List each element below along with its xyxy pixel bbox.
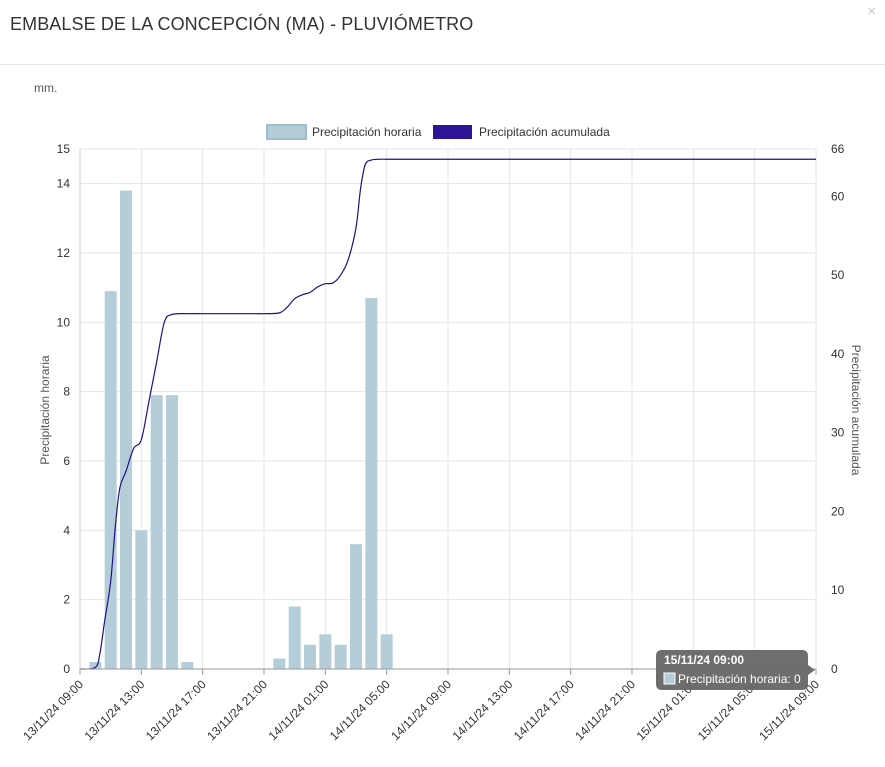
line-series <box>79 158 816 670</box>
bar[interactable] <box>350 544 362 669</box>
tooltip-title: 15/11/24 09:00 <box>664 653 744 667</box>
y-left-tick-label: 12 <box>57 246 71 260</box>
bar[interactable] <box>319 634 332 669</box>
legend-item-hourly[interactable]: Precipitación horaria <box>266 124 422 140</box>
y-left-tick-label: 2 <box>63 593 70 607</box>
bar[interactable] <box>181 662 194 669</box>
legend: Precipitación horaria Precipitación acum… <box>266 124 610 140</box>
y-axis-right-title: Precipitación acumulada <box>849 345 863 476</box>
grid <box>79 148 817 670</box>
bar[interactable] <box>104 291 117 669</box>
y-right-tick-label: 20 <box>831 504 845 518</box>
legend-item-cumulative[interactable]: Precipitación acumulada <box>433 125 610 139</box>
cumulative-line <box>79 158 816 670</box>
y-right-tick-label: 10 <box>831 583 845 597</box>
tooltip-background <box>656 650 815 690</box>
y-right-tick-label: 30 <box>831 426 845 440</box>
y-left-tick-label: 0 <box>63 662 70 676</box>
y-right-tick-label: 0 <box>831 662 838 676</box>
y-right-tick-label: 40 <box>831 347 845 361</box>
page-title: EMBALSE DE LA CONCEPCIÓN (MA) - PLUVIÓME… <box>10 14 474 34</box>
legend-swatch-cumulative <box>433 125 472 139</box>
bar[interactable] <box>166 395 178 669</box>
y-left-tick-label: 10 <box>57 315 71 329</box>
legend-swatch-hourly <box>266 124 307 140</box>
bar[interactable] <box>365 298 378 669</box>
x-tick-label: 13/11/24 09:00 <box>20 677 86 743</box>
x-tick-label: 14/11/24 13:00 <box>450 677 516 743</box>
tooltip-body: Precipitación horaria: 0 <box>678 672 801 686</box>
bar[interactable] <box>150 395 163 669</box>
x-tick-label: 13/11/24 17:00 <box>143 677 209 743</box>
legend-label-hourly: Precipitación horaria <box>312 125 422 139</box>
x-tick-label: 14/11/24 01:00 <box>266 677 332 743</box>
y-axis-left-title: Precipitación horaria <box>38 355 52 465</box>
close-icon[interactable]: × <box>867 3 876 20</box>
x-tick-label: 14/11/24 17:00 <box>511 677 577 743</box>
legend-label-cumulative: Precipitación acumulada <box>479 125 610 139</box>
bar[interactable] <box>273 658 286 669</box>
y-right-tick-label: 60 <box>831 189 845 203</box>
y-left-tick-label: 4 <box>63 523 70 537</box>
y-right-tick-label: 66 <box>831 142 845 156</box>
bar[interactable] <box>288 606 301 669</box>
modal-header: EMBALSE DE LA CONCEPCIÓN (MA) - PLUVIÓME… <box>0 0 885 65</box>
bar[interactable] <box>334 644 347 669</box>
y-left-tick-label: 14 <box>57 177 71 191</box>
bar[interactable] <box>135 530 148 669</box>
x-tick-label: 14/11/24 05:00 <box>327 677 393 743</box>
x-tick-label: 14/11/24 09:00 <box>388 677 454 743</box>
bar[interactable] <box>380 634 393 669</box>
tooltip: 15/11/24 09:00 Precipitación horaria: 0 <box>656 650 815 690</box>
tooltip-swatch <box>663 672 676 685</box>
y-left-tick-label: 15 <box>57 142 71 156</box>
bar[interactable] <box>304 644 316 669</box>
y-right-tick-label: 50 <box>831 268 845 282</box>
bar[interactable] <box>89 662 102 669</box>
unit-label: mm. <box>34 81 58 95</box>
x-tick-label: 14/11/24 21:00 <box>572 677 638 743</box>
bar[interactable] <box>120 190 132 669</box>
x-tick-label: 13/11/24 13:00 <box>82 677 148 743</box>
bar-series <box>89 190 393 669</box>
y-left-tick-label: 6 <box>63 454 70 468</box>
x-tick-label: 13/11/24 21:00 <box>204 677 270 743</box>
y-left-tick-label: 8 <box>63 385 70 399</box>
